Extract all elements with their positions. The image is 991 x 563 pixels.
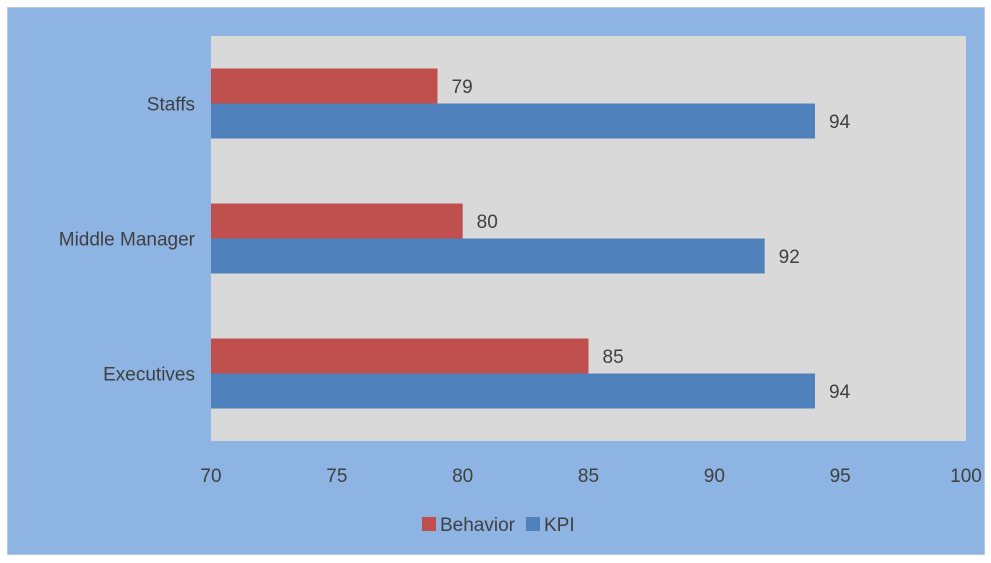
data-label-kpi-middle-manager: 92 bbox=[779, 247, 800, 268]
bar-kpi-staffs bbox=[211, 103, 815, 139]
legend-label-behavior: Behavior bbox=[440, 515, 516, 536]
x-tick-label: 75 bbox=[326, 466, 347, 487]
x-tick-label: 90 bbox=[704, 466, 725, 487]
category-label: Staffs bbox=[147, 95, 195, 116]
x-tick-label: 70 bbox=[200, 466, 221, 487]
legend-swatch-kpi bbox=[526, 517, 540, 531]
bar-kpi-executives bbox=[211, 373, 815, 409]
data-label-kpi-staffs: 94 bbox=[829, 112, 851, 133]
chart-container: 85 94 80 92 79 94 Executives Middle Manager Sta… bbox=[7, 7, 985, 555]
x-tick-label: 100 bbox=[950, 466, 982, 487]
bars-layer bbox=[211, 68, 815, 409]
data-label-behavior-executives: 85 bbox=[603, 347, 624, 368]
x-axis-ticks-layer: 70 75 80 85 90 95 100 bbox=[200, 466, 981, 487]
data-label-behavior-middle-manager: 80 bbox=[477, 212, 498, 233]
legend: Behavior KPI bbox=[422, 515, 575, 536]
legend-swatch-behavior bbox=[422, 517, 436, 531]
x-tick-label: 80 bbox=[452, 466, 473, 487]
bar-behavior-executives bbox=[211, 338, 589, 374]
bar-behavior-middle-manager bbox=[211, 203, 463, 239]
category-label: Middle Manager bbox=[59, 230, 196, 251]
bar-chart: 85 94 80 92 79 94 Executives Middle Manager Sta… bbox=[59, 36, 982, 536]
x-tick-label: 95 bbox=[830, 466, 851, 487]
category-labels-layer: Executives Middle Manager Staffs bbox=[59, 95, 196, 386]
data-label-behavior-staffs: 79 bbox=[452, 77, 473, 98]
bar-behavior-staffs bbox=[211, 68, 438, 104]
legend-label-kpi: KPI bbox=[544, 515, 575, 536]
data-label-kpi-executives: 94 bbox=[829, 382, 851, 403]
bar-kpi-middle-manager bbox=[211, 238, 765, 274]
data-labels-layer: 85 94 80 92 79 94 bbox=[452, 77, 851, 403]
x-tick-label: 85 bbox=[578, 466, 599, 487]
category-label: Executives bbox=[103, 365, 195, 386]
